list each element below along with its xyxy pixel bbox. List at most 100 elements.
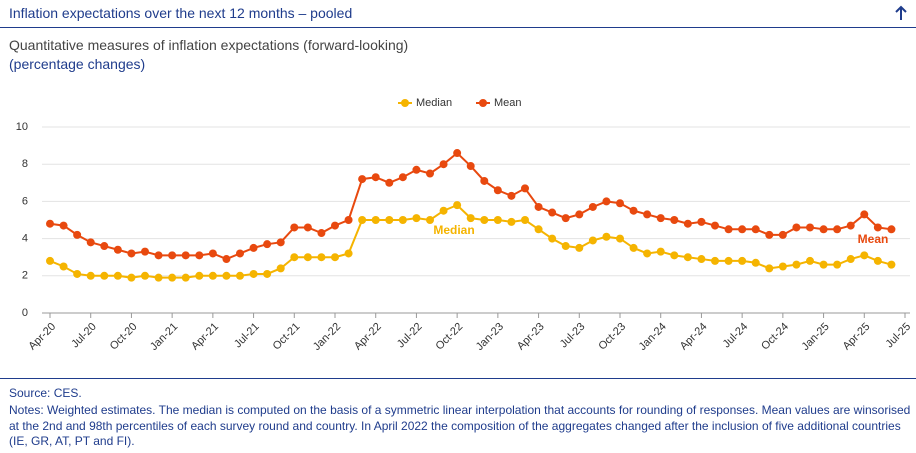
data-point bbox=[249, 243, 258, 252]
data-point bbox=[751, 258, 760, 267]
x-tick-label: Apr-25 bbox=[841, 321, 873, 353]
y-tick-label: 2 bbox=[22, 270, 28, 282]
data-point bbox=[561, 242, 570, 251]
data-point bbox=[534, 202, 543, 211]
x-tick-label: Oct-22 bbox=[433, 321, 465, 353]
data-point bbox=[887, 225, 896, 234]
data-point bbox=[887, 260, 896, 269]
data-point bbox=[480, 216, 489, 224]
data-point bbox=[222, 255, 231, 264]
source: Source: CES. bbox=[9, 386, 82, 400]
data-point bbox=[59, 262, 68, 271]
x-tick-label: Jul-22 bbox=[395, 321, 425, 351]
data-point bbox=[806, 223, 814, 232]
data-point bbox=[738, 256, 747, 265]
x-tick-label: Oct-21 bbox=[271, 321, 303, 353]
data-point bbox=[453, 201, 462, 210]
x-tick-label: Oct-23 bbox=[596, 321, 628, 353]
data-point bbox=[711, 221, 719, 230]
data-point bbox=[616, 234, 624, 243]
data-point bbox=[290, 223, 299, 232]
data-point bbox=[466, 162, 475, 171]
x-tick-label: Jul-21 bbox=[232, 321, 262, 351]
x-tick-label: Jan-25 bbox=[799, 321, 831, 353]
data-point bbox=[548, 208, 557, 217]
data-point bbox=[738, 225, 747, 234]
data-point bbox=[819, 260, 828, 269]
x-tick-label: Jul-20 bbox=[69, 321, 99, 351]
x-tick-label: Jan-23 bbox=[474, 321, 506, 353]
data-point bbox=[168, 273, 177, 282]
data-point bbox=[303, 253, 312, 262]
data-point bbox=[507, 217, 516, 226]
data-point bbox=[263, 269, 272, 278]
data-point bbox=[711, 256, 719, 265]
data-point bbox=[466, 214, 475, 223]
data-point bbox=[236, 271, 244, 280]
data-point bbox=[344, 249, 353, 258]
data-point bbox=[616, 199, 624, 208]
chart-title: Quantitative measures of inflation expec… bbox=[9, 37, 409, 53]
collapse-arrow[interactable] bbox=[894, 5, 908, 21]
data-point bbox=[575, 243, 584, 252]
data-point bbox=[195, 251, 204, 260]
x-tick-label: Apr-23 bbox=[515, 321, 547, 353]
data-point bbox=[181, 273, 190, 282]
data-point bbox=[358, 216, 367, 224]
y-tick-label: 4 bbox=[22, 233, 28, 245]
data-point bbox=[276, 238, 285, 247]
data-point bbox=[127, 273, 136, 282]
data-point bbox=[833, 225, 842, 234]
data-point bbox=[426, 216, 434, 224]
header-title: Inflation expectations over the next 12 … bbox=[9, 5, 353, 21]
data-point bbox=[100, 271, 109, 280]
data-point bbox=[208, 249, 217, 258]
data-point bbox=[588, 236, 597, 245]
legend-label: Mean bbox=[494, 97, 522, 109]
data-point bbox=[792, 223, 801, 232]
data-point bbox=[290, 253, 299, 262]
data-point bbox=[683, 253, 692, 262]
data-point bbox=[765, 264, 774, 273]
data-point bbox=[73, 269, 82, 278]
data-point bbox=[385, 216, 394, 224]
data-point bbox=[113, 245, 122, 254]
y-tick-label: 6 bbox=[22, 195, 28, 207]
data-point bbox=[154, 273, 163, 282]
data-point bbox=[846, 255, 855, 264]
x-tick-label: Apr-20 bbox=[26, 321, 58, 353]
data-point bbox=[683, 219, 692, 228]
data-point bbox=[249, 269, 258, 278]
data-point bbox=[412, 165, 421, 174]
data-point bbox=[873, 223, 882, 232]
data-point bbox=[656, 247, 665, 256]
data-point bbox=[439, 206, 448, 215]
data-point bbox=[670, 251, 679, 260]
data-point bbox=[86, 238, 95, 247]
x-tick-label: Oct-24 bbox=[759, 321, 791, 353]
data-point bbox=[344, 216, 353, 224]
x-tick-label: Jul-23 bbox=[558, 321, 588, 351]
data-point bbox=[398, 173, 407, 182]
data-point bbox=[534, 225, 543, 234]
data-point bbox=[331, 221, 339, 230]
data-point bbox=[575, 210, 584, 219]
data-point bbox=[765, 230, 774, 239]
footer-rule bbox=[0, 378, 916, 379]
data-point bbox=[629, 206, 638, 215]
data-point bbox=[561, 214, 570, 223]
x-tick-label: Jul-24 bbox=[721, 321, 751, 351]
x-tick-label: Jul-25 bbox=[883, 321, 913, 351]
data-point bbox=[154, 251, 163, 260]
header: Inflation expectations over the next 12 … bbox=[0, 0, 916, 28]
legend-marker bbox=[401, 99, 409, 107]
data-point bbox=[548, 234, 557, 243]
data-point bbox=[697, 255, 706, 264]
x-tick-label: Apr-21 bbox=[189, 321, 221, 353]
data-point bbox=[195, 271, 204, 280]
x-tick-label: Apr-22 bbox=[352, 321, 384, 353]
y-tick-label: 10 bbox=[16, 121, 28, 133]
y-tick-label: 0 bbox=[22, 307, 28, 319]
data-point bbox=[358, 175, 367, 184]
data-point bbox=[453, 149, 462, 158]
